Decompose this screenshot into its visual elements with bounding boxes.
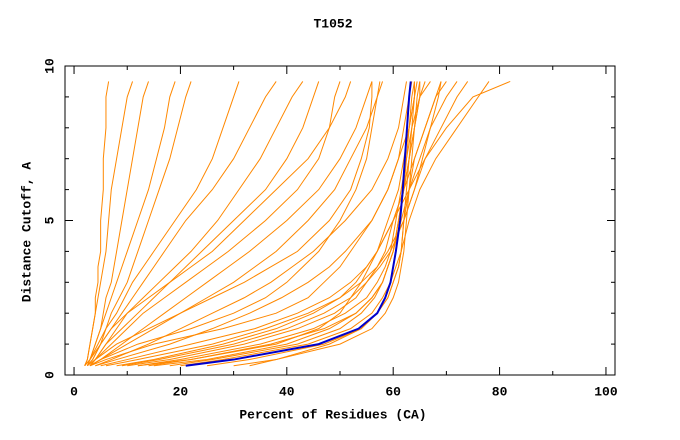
curve bbox=[86, 81, 352, 366]
curve bbox=[249, 81, 442, 367]
curve bbox=[89, 81, 373, 367]
curve bbox=[89, 81, 373, 367]
curve bbox=[84, 81, 110, 366]
curve bbox=[89, 81, 384, 367]
curve bbox=[84, 81, 176, 367]
curve bbox=[86, 81, 240, 367]
curve bbox=[86, 81, 277, 367]
curve bbox=[137, 81, 431, 367]
x-tick-label: 0 bbox=[70, 384, 78, 399]
curve bbox=[105, 80, 511, 367]
curve bbox=[84, 81, 134, 366]
curve bbox=[89, 81, 381, 367]
chart-title: T1052 bbox=[313, 16, 352, 31]
curve bbox=[95, 81, 407, 367]
curve bbox=[86, 81, 192, 366]
curve bbox=[84, 81, 149, 367]
curve bbox=[169, 81, 458, 367]
y-axis-label: Distance Cutoff, A bbox=[19, 162, 34, 303]
curve bbox=[180, 81, 490, 367]
curve bbox=[127, 81, 447, 367]
curve bbox=[233, 81, 421, 367]
y-tick-label: 5 bbox=[42, 216, 57, 224]
curve bbox=[89, 81, 320, 367]
highlight-curve bbox=[185, 81, 412, 367]
plot-area bbox=[84, 80, 511, 367]
x-tick-label: 100 bbox=[594, 384, 618, 399]
y-tick-label: 0 bbox=[42, 371, 57, 379]
curve bbox=[87, 81, 304, 367]
curve bbox=[100, 81, 421, 367]
x-tick-label: 60 bbox=[385, 384, 401, 399]
y-tick-label: 10 bbox=[42, 58, 57, 74]
curve bbox=[95, 81, 413, 367]
x-axis-label: Percent of Residues (CA) bbox=[239, 407, 426, 422]
curve bbox=[89, 81, 341, 367]
x-tick-label: 20 bbox=[173, 384, 189, 399]
x-tick-label: 80 bbox=[492, 384, 508, 399]
curve bbox=[121, 81, 442, 367]
x-tick-label: 40 bbox=[279, 384, 295, 399]
